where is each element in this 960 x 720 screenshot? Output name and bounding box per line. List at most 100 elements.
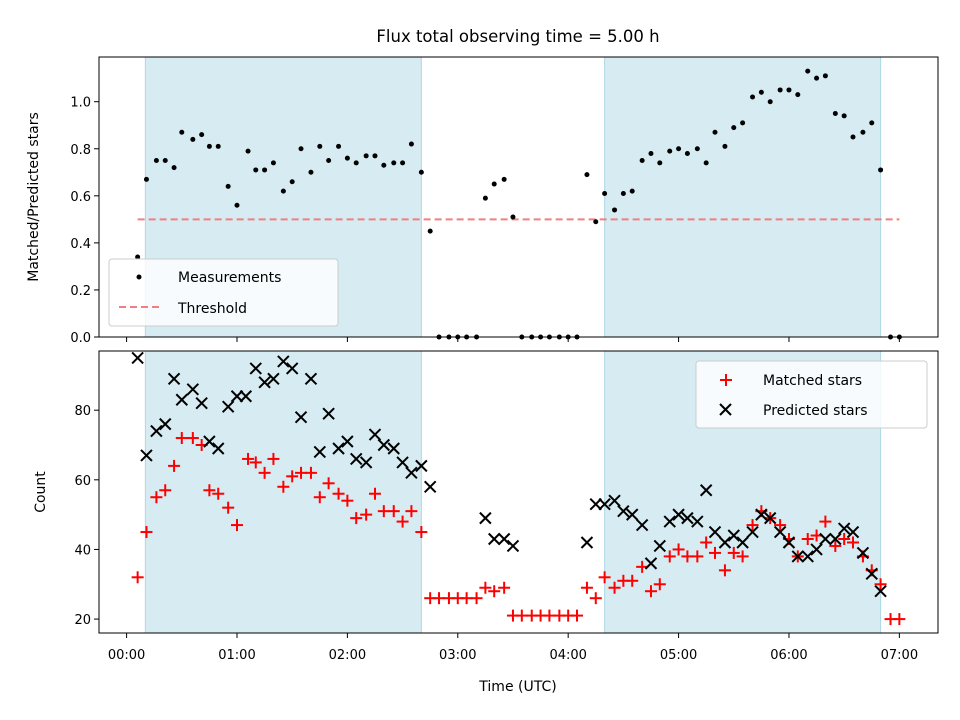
matched-star-point — [175, 432, 188, 445]
predicted-star-point — [589, 497, 602, 511]
measurement-point — [289, 179, 295, 185]
predicted-star-point — [653, 539, 667, 553]
measurement-point — [750, 94, 756, 100]
predicted-star-point — [736, 536, 749, 549]
measurement-point — [740, 120, 746, 126]
bottom-x-tick-label: 05:00 — [660, 648, 697, 663]
bottom-y-tick-label: 80 — [74, 404, 91, 419]
measurement-point — [639, 158, 645, 164]
top-legend-box — [108, 258, 339, 327]
top-y-tick-label: 0.0 — [70, 331, 91, 346]
matched-star-point — [131, 571, 144, 584]
measurement-point — [786, 87, 792, 93]
matched-star-point — [140, 526, 153, 539]
predicted-star-point — [608, 494, 621, 507]
measurement-point — [234, 202, 240, 208]
measurement-point — [344, 155, 350, 161]
measurement-point — [298, 146, 304, 152]
bottom-x-tick-label: 03:00 — [439, 648, 476, 663]
matched-star-point — [488, 585, 501, 598]
measurement-point — [308, 169, 314, 175]
bottom-x-tick-label: 07:00 — [881, 648, 918, 663]
predicted-star-point — [488, 532, 501, 546]
measurement-point — [878, 167, 884, 173]
measurement-point — [262, 167, 268, 173]
top-panel: 0.0 0.2 0.4 0.6 0.8 1.0 Matched/Predicted sta… — [26, 56, 939, 346]
predicted-star-point — [829, 532, 842, 546]
predicted-star-point — [791, 550, 805, 563]
matched-star-point — [203, 484, 216, 497]
legend-matched-label: Matched stars — [763, 373, 862, 389]
predicted-star-point — [782, 536, 796, 549]
measurement-point — [703, 160, 709, 166]
matched-star-point — [644, 585, 657, 598]
top-shaded-span — [604, 56, 882, 338]
matched-star-point — [709, 546, 722, 559]
measurement-point — [805, 68, 811, 74]
chart-title: Flux total observing time = 5.00 h — [376, 27, 659, 46]
predicted-star-point — [819, 532, 832, 546]
top-legend: Measurements Threshold — [108, 258, 339, 327]
bottom-y-tick-label: 60 — [74, 474, 91, 489]
predicted-star-point — [239, 390, 253, 403]
measurement-point — [602, 190, 608, 196]
matched-star-point — [470, 592, 483, 605]
measurement-point — [510, 214, 516, 220]
measurement-point — [143, 176, 149, 182]
predicted-star-point — [617, 504, 630, 518]
predicted-star-point — [258, 376, 271, 389]
measurement-point — [482, 195, 488, 201]
predicted-star-point — [635, 518, 649, 532]
measurement-point — [491, 181, 497, 187]
bottom-y-ticks: 20 40 60 80 — [74, 404, 99, 628]
predicted-star-point — [663, 515, 676, 528]
predicted-star-point — [267, 372, 280, 386]
predicted-star-point — [294, 410, 308, 424]
predicted-star-point — [175, 393, 189, 406]
top-axes-frame — [98, 56, 939, 338]
predicted-star-point — [763, 511, 777, 525]
matched-star-point — [672, 543, 685, 556]
predicted-star-point — [644, 557, 658, 570]
measurement-point — [215, 143, 221, 149]
measurement-point — [190, 136, 196, 142]
predicted-star-point — [865, 567, 878, 581]
measurement-point — [767, 99, 773, 105]
measurement-point — [620, 190, 626, 196]
measurement-point — [206, 143, 212, 149]
predicted-star-point — [691, 515, 704, 528]
top-y-tick-label: 0.6 — [70, 190, 91, 205]
measurement-point — [171, 165, 177, 171]
measurement-point — [253, 167, 259, 173]
matched-star-point — [350, 512, 363, 525]
matched-star-point — [387, 505, 400, 518]
matched-star-point — [415, 526, 428, 539]
predicted-star-point — [221, 400, 235, 413]
measurement-point — [777, 87, 783, 93]
bottom-predicted-points — [131, 351, 887, 598]
bottom-x-tick-label: 02:00 — [329, 648, 366, 663]
predicted-star-point — [423, 480, 437, 493]
predicted-star-point — [359, 456, 373, 469]
predicted-star-point — [506, 539, 520, 553]
matched-star-point — [846, 536, 859, 549]
predicted-star-point — [140, 449, 153, 462]
measurement-point — [814, 75, 820, 81]
x-axis-label: Time (UTC) — [478, 679, 556, 695]
predicted-star-point — [874, 585, 887, 598]
matched-star-point — [700, 536, 713, 549]
predicted-star-point — [856, 546, 870, 560]
predicted-star-point — [304, 372, 318, 386]
matched-star-point — [230, 519, 243, 532]
matched-star-point — [829, 539, 842, 552]
matched-star-point — [874, 578, 887, 591]
measurement-point — [501, 176, 507, 182]
measurement-point — [225, 183, 231, 189]
matched-star-point — [663, 550, 676, 563]
legend-predicted-label: Predicted stars — [763, 403, 868, 419]
top-x-ticks — [126, 337, 900, 342]
predicted-star-point — [846, 525, 860, 539]
predicted-star-point — [387, 442, 400, 455]
matched-star-point — [150, 491, 163, 504]
